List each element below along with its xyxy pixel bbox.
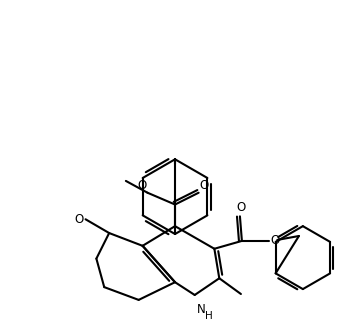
Text: O: O: [74, 213, 84, 226]
Text: O: O: [137, 179, 147, 192]
Text: O: O: [270, 234, 280, 247]
Text: H: H: [205, 311, 212, 321]
Text: N: N: [197, 303, 205, 316]
Text: O: O: [236, 201, 246, 214]
Text: O: O: [200, 179, 209, 192]
